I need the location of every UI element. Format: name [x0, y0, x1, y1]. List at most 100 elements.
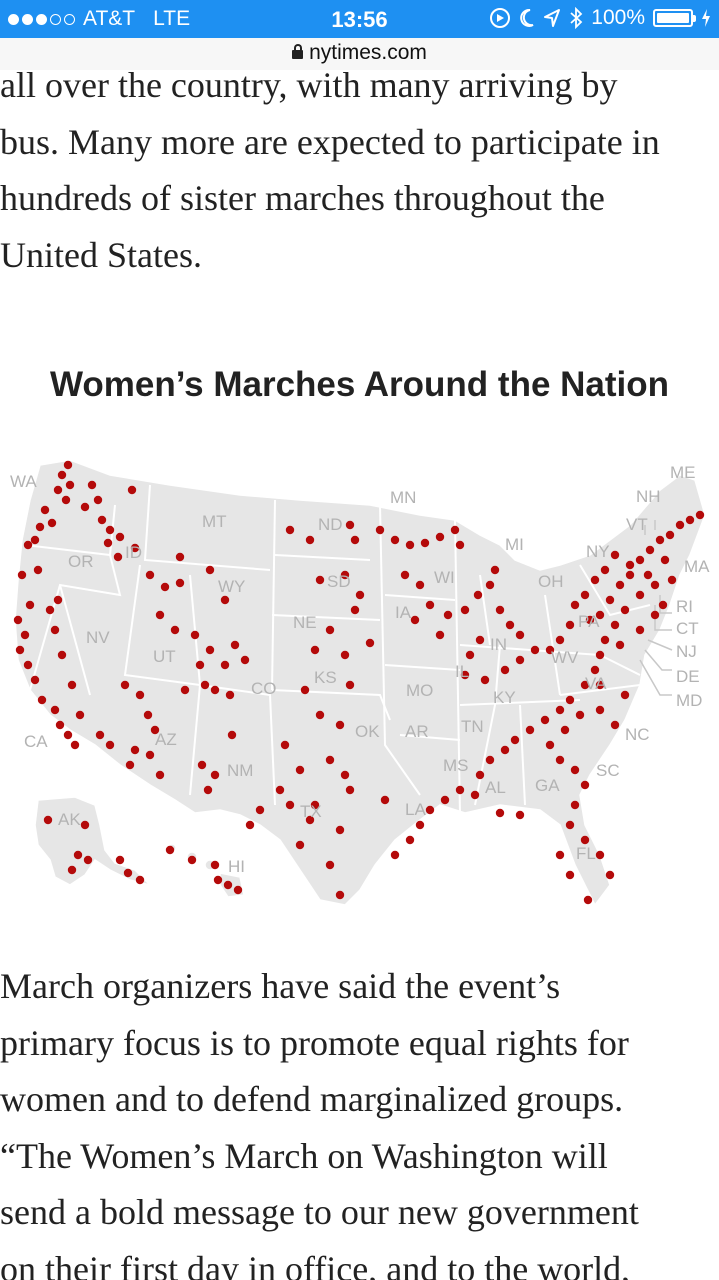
march-dot: [190, 630, 200, 640]
march-dot: [80, 820, 90, 830]
battery-icon: [653, 9, 696, 27]
march-dot: [145, 570, 155, 580]
march-dot: [115, 855, 125, 865]
state-label: MT: [202, 512, 227, 531]
march-dot: [30, 535, 40, 545]
march-dot: [460, 605, 470, 615]
state-label: NE: [293, 613, 317, 632]
march-dot: [227, 730, 237, 740]
march-dot: [390, 535, 400, 545]
paragraph-line: all over the country, with many arriving…: [0, 65, 618, 105]
march-dot: [45, 605, 55, 615]
screen-lock-rotation-icon: [490, 8, 511, 28]
state-label: MS: [443, 756, 469, 775]
state-label: NV: [86, 628, 110, 647]
march-dot: [610, 620, 620, 630]
graphic-title: Women’s Marches Around the Nation: [49, 365, 670, 404]
state-label: TN: [461, 717, 484, 736]
march-dot: [635, 590, 645, 600]
march-dot: [443, 610, 453, 620]
march-dot: [65, 480, 75, 490]
march-dot: [420, 538, 430, 548]
url-bar[interactable]: nytimes.com: [0, 38, 719, 70]
state-label: NM: [227, 761, 253, 780]
march-dot: [73, 850, 83, 860]
march-dot: [170, 625, 180, 635]
march-dot: [325, 860, 335, 870]
march-dot: [555, 755, 565, 765]
march-dot: [180, 685, 190, 695]
march-dot: [175, 578, 185, 588]
march-dot: [570, 800, 580, 810]
march-dot: [560, 725, 570, 735]
state-label: ND: [318, 515, 343, 534]
march-dot: [580, 780, 590, 790]
march-dot: [435, 532, 445, 542]
march-dot: [645, 545, 655, 555]
march-dot: [375, 525, 385, 535]
march-dot: [380, 795, 390, 805]
march-dot: [205, 645, 215, 655]
state-label: VA: [585, 674, 607, 693]
network-type: LTE: [153, 7, 191, 30]
march-dot: [165, 845, 175, 855]
march-dot: [210, 770, 220, 780]
march-dot: [515, 810, 525, 820]
state-label: SC: [596, 761, 620, 780]
state-label: DE: [676, 667, 700, 686]
signal-dots-icon: [8, 13, 75, 25]
state-label: FL: [576, 844, 596, 863]
march-dot: [47, 518, 57, 528]
lock-icon: [292, 44, 304, 59]
march-dot: [455, 540, 465, 550]
march-dot: [440, 795, 450, 805]
article-paragraph-top: all over the country, with many arriving…: [0, 57, 719, 283]
march-dot: [415, 820, 425, 830]
state-label: MA: [684, 557, 710, 576]
march-dot: [425, 600, 435, 610]
march-dot: [115, 532, 125, 542]
march-dot: [300, 685, 310, 695]
march-dot: [197, 760, 207, 770]
march-dot: [590, 575, 600, 585]
march-dot: [63, 730, 73, 740]
march-dot: [230, 640, 240, 650]
march-dot: [15, 645, 25, 655]
march-dot: [245, 820, 255, 830]
state-label: AR: [405, 722, 429, 741]
march-dot: [275, 785, 285, 795]
march-dot: [400, 570, 410, 580]
march-dot: [13, 615, 23, 625]
state-label: AZ: [155, 730, 177, 749]
state-label: IA: [395, 603, 412, 622]
march-dot: [650, 610, 660, 620]
march-dot: [67, 865, 77, 875]
march-dot: [650, 580, 660, 590]
state-label: OK: [355, 722, 380, 741]
march-dot: [220, 660, 230, 670]
march-dot: [658, 600, 668, 610]
march-dot: [610, 720, 620, 730]
march-dot: [315, 575, 325, 585]
march-dot: [335, 720, 345, 730]
march-dot: [685, 515, 695, 525]
march-dot: [665, 530, 675, 540]
status-bar: AT&T LTE 13:56 100%: [0, 0, 719, 38]
march-dot: [545, 740, 555, 750]
march-dot: [310, 645, 320, 655]
march-dot: [127, 485, 137, 495]
state-label: SD: [327, 572, 351, 591]
state-label: MI: [505, 535, 524, 554]
march-dot: [50, 625, 60, 635]
state-label: IN: [490, 635, 507, 654]
march-dot: [470, 790, 480, 800]
march-dot: [345, 520, 355, 530]
march-dot: [50, 705, 60, 715]
march-dot: [105, 525, 115, 535]
march-dot: [500, 665, 510, 675]
march-dot: [575, 710, 585, 720]
march-dot: [495, 605, 505, 615]
march-dot: [195, 660, 205, 670]
march-dot: [40, 505, 50, 515]
march-dot: [595, 650, 605, 660]
